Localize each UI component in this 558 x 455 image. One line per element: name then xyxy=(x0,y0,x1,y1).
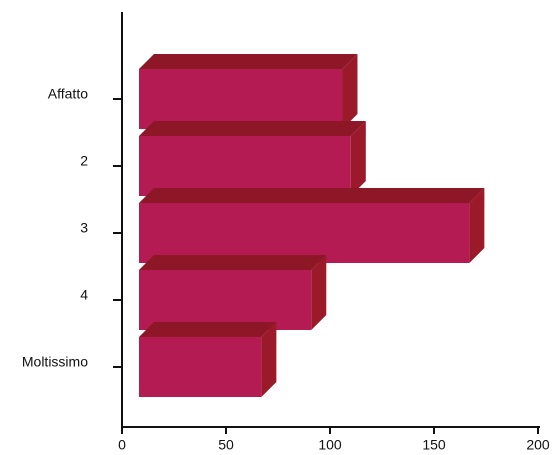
x-tick-label: 100 xyxy=(318,437,342,453)
bar-front-face xyxy=(139,203,470,263)
bar-top-face xyxy=(139,255,327,270)
bar-side-face xyxy=(342,54,358,129)
bar-2 xyxy=(139,188,485,263)
bar-side-face xyxy=(469,188,485,263)
bar-side-face xyxy=(261,322,277,397)
y-tick-label: 4 xyxy=(80,287,88,303)
y-ticks-group: Affatto 2 3 4 Moltissimo xyxy=(22,86,121,370)
bar-side-face xyxy=(350,121,366,196)
bar-3 xyxy=(139,255,327,330)
bar-top-face xyxy=(139,322,277,337)
y-tick-label: 3 xyxy=(80,220,88,236)
y-tick-label: Moltissimo xyxy=(22,354,88,370)
x-tick-label: 200 xyxy=(526,437,550,453)
bar-top-face xyxy=(139,188,485,203)
bar-top-face xyxy=(139,121,366,136)
bar-top-face xyxy=(139,54,358,69)
x-ticks-group: 0 50 100 150 200 xyxy=(118,427,550,453)
bar-4 xyxy=(139,322,277,397)
bar-0 xyxy=(139,54,358,129)
x-tick-label: 150 xyxy=(422,437,446,453)
bar-front-face xyxy=(139,270,312,330)
y-tick-label: Affatto xyxy=(48,86,88,102)
x-tick-label: 0 xyxy=(118,437,126,453)
bar-1 xyxy=(139,121,366,196)
x-tick-label: 50 xyxy=(218,437,234,453)
bars-group xyxy=(139,54,485,397)
bar-side-face xyxy=(311,255,327,330)
bar-front-face xyxy=(139,337,262,397)
y-tick-label: 2 xyxy=(80,153,88,169)
bar-front-face xyxy=(139,69,343,129)
bar-front-face xyxy=(139,136,351,196)
